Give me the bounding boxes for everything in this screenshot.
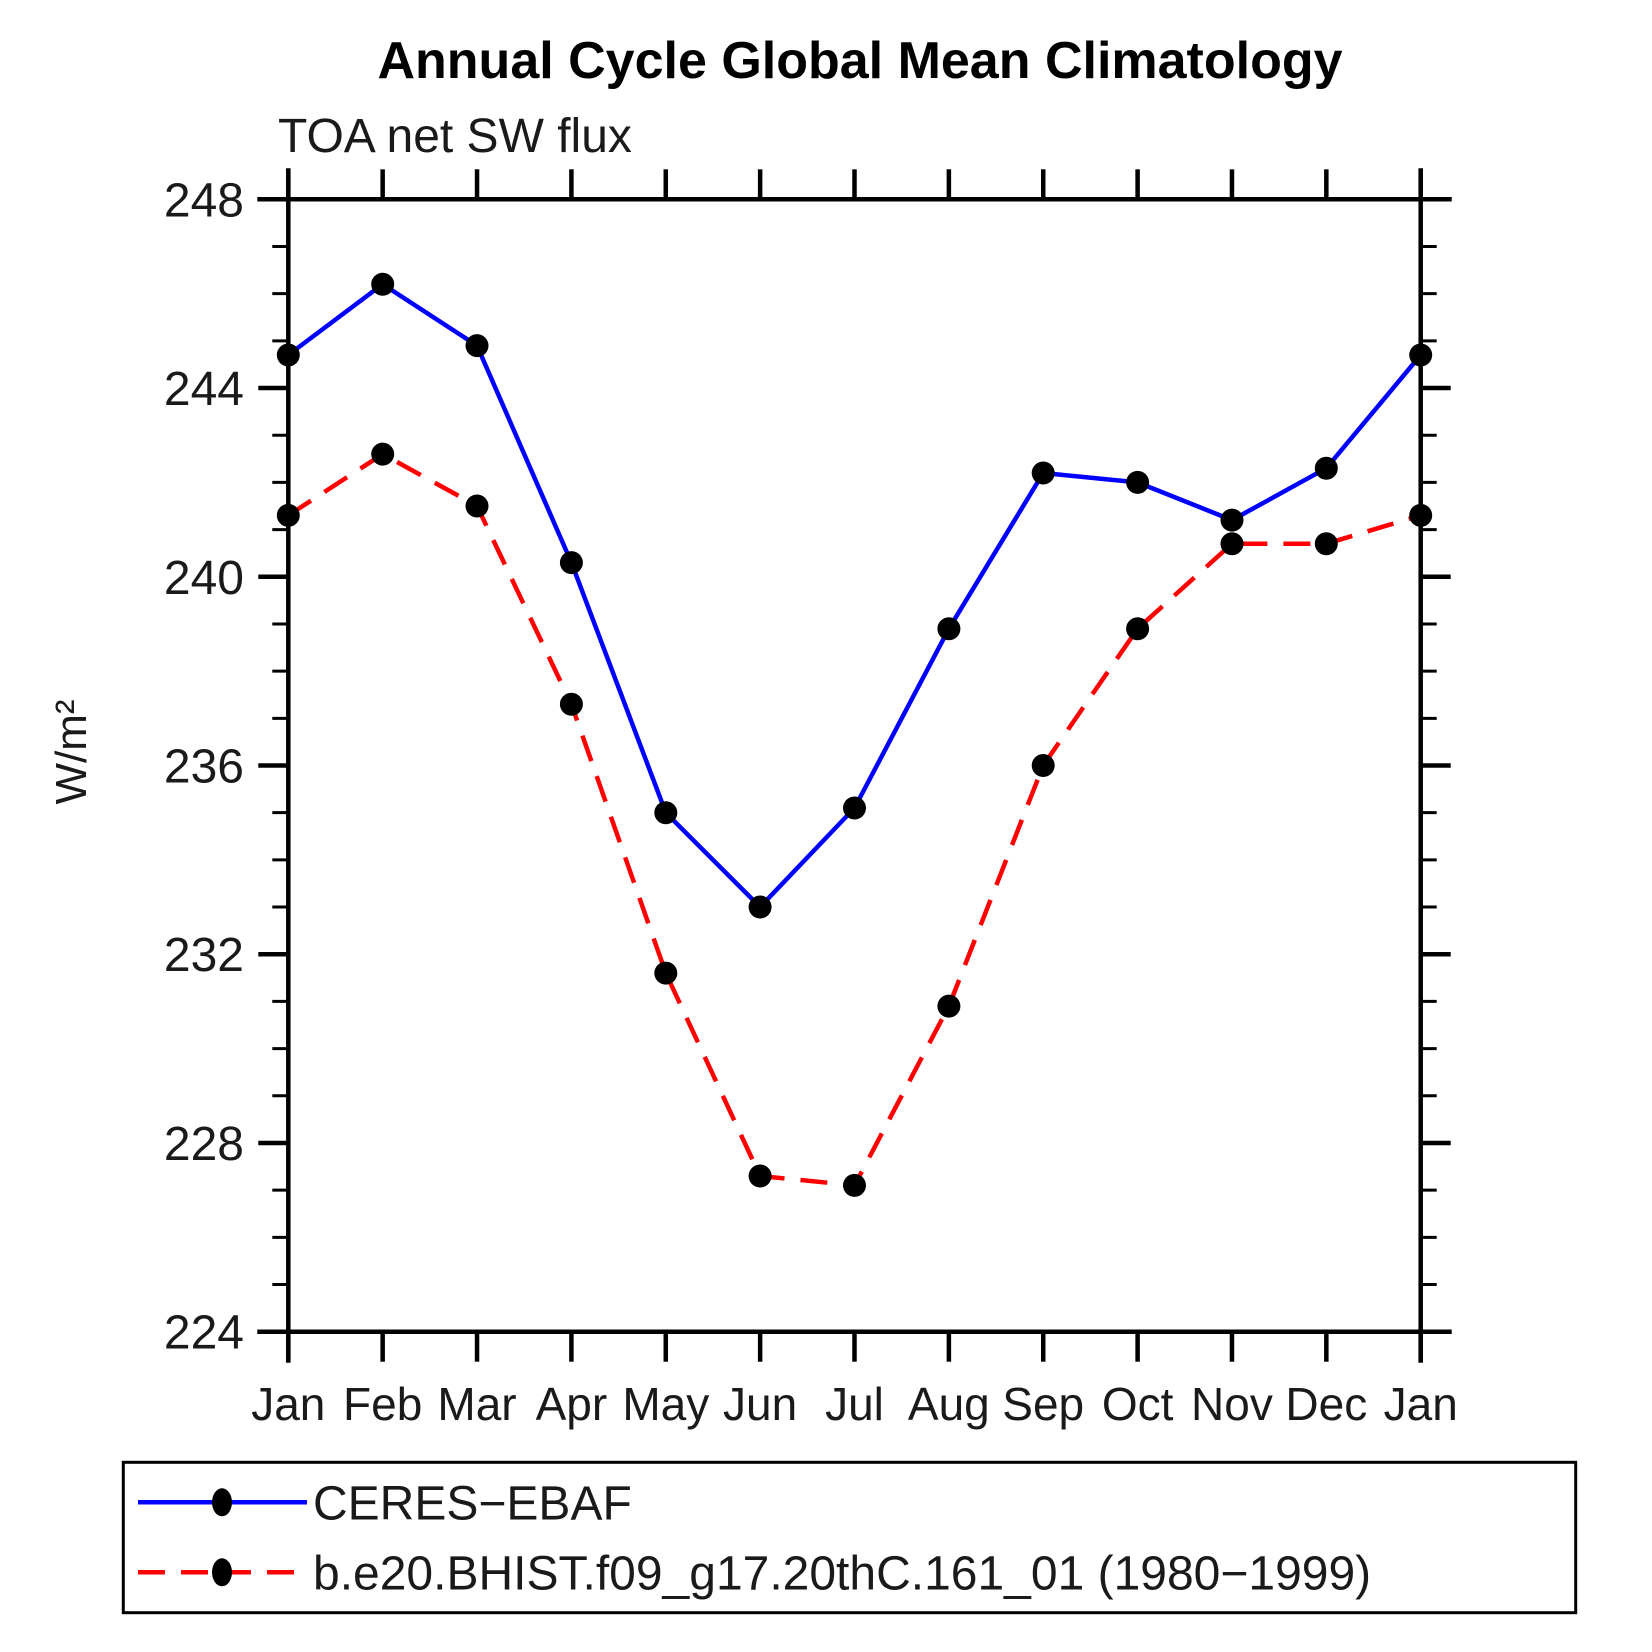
data-point-1-10 bbox=[1220, 532, 1244, 556]
data-point-1-7 bbox=[937, 994, 961, 1018]
data-point-0-10 bbox=[1220, 508, 1244, 532]
data-point-1-12 bbox=[1409, 503, 1433, 527]
month-label: Jan bbox=[251, 1378, 325, 1430]
data-point-1-9 bbox=[1126, 617, 1150, 641]
y-tick-label: 244 bbox=[164, 363, 244, 416]
data-point-0-3 bbox=[559, 551, 583, 575]
data-point-1-8 bbox=[1031, 754, 1055, 777]
legend-label-1: b.e20.BHIST.f09_g17.20thC.161_01 (1980−1… bbox=[313, 1547, 1371, 1600]
month-label: Dec bbox=[1285, 1378, 1367, 1430]
y-tick-label: 232 bbox=[164, 929, 244, 982]
chart-subtitle: TOA net SW flux bbox=[278, 110, 632, 163]
legend-marker-1 bbox=[212, 1558, 232, 1587]
month-label: Jun bbox=[723, 1378, 797, 1430]
data-point-0-6 bbox=[843, 796, 866, 820]
month-label: Aug bbox=[908, 1378, 990, 1430]
data-point-0-2 bbox=[465, 334, 489, 358]
data-point-0-7 bbox=[937, 617, 961, 641]
data-point-1-11 bbox=[1314, 532, 1338, 556]
data-point-0-4 bbox=[654, 801, 678, 825]
data-point-0-0 bbox=[276, 343, 300, 367]
data-point-0-11 bbox=[1314, 456, 1338, 480]
data-point-0-5 bbox=[748, 895, 772, 919]
legend: CERES−EBAF b.e20.BHIST.f09_g17.20thC.161_… bbox=[121, 1460, 1578, 1615]
data-point-1-5 bbox=[748, 1164, 772, 1188]
legend-label-0: CERES−EBAF bbox=[313, 1477, 632, 1530]
data-point-0-1 bbox=[371, 272, 395, 296]
series-layer bbox=[276, 272, 1433, 1197]
y-tick-label: 236 bbox=[164, 741, 244, 794]
data-point-1-2 bbox=[465, 494, 489, 518]
data-point-1-0 bbox=[276, 503, 300, 527]
y-axis-label: W/m² bbox=[47, 699, 96, 804]
legend-marker-0 bbox=[212, 1488, 232, 1517]
chart-title: Annual Cycle Global Mean Climatology bbox=[377, 32, 1342, 90]
data-point-1-6 bbox=[843, 1173, 866, 1197]
y-tick-label: 240 bbox=[164, 552, 244, 605]
month-label: Feb bbox=[343, 1378, 422, 1430]
month-label: Oct bbox=[1102, 1378, 1174, 1430]
y-tick-label: 228 bbox=[164, 1118, 244, 1171]
month-label: Sep bbox=[1002, 1378, 1084, 1430]
data-point-0-9 bbox=[1126, 470, 1150, 494]
y-tick-label: 224 bbox=[164, 1307, 244, 1360]
axes-layer: 224 228 232 236 240 244 248 Jan Feb Mar Apr May Jun J… bbox=[164, 168, 1458, 1430]
month-label: Apr bbox=[536, 1378, 608, 1430]
data-point-0-8 bbox=[1031, 461, 1055, 485]
data-point-1-1 bbox=[371, 442, 395, 466]
series-line-1 bbox=[287, 451, 1422, 1188]
month-label: Mar bbox=[437, 1378, 516, 1430]
month-label: Jan bbox=[1384, 1378, 1458, 1430]
legend-box bbox=[121, 1460, 1578, 1615]
month-label: May bbox=[622, 1378, 709, 1430]
data-point-0-12 bbox=[1409, 343, 1433, 367]
data-point-1-4 bbox=[654, 961, 678, 985]
data-point-1-3 bbox=[559, 692, 583, 716]
month-label: Jul bbox=[825, 1378, 884, 1430]
y-tick-label: 248 bbox=[164, 174, 244, 227]
month-label: Nov bbox=[1191, 1378, 1273, 1430]
